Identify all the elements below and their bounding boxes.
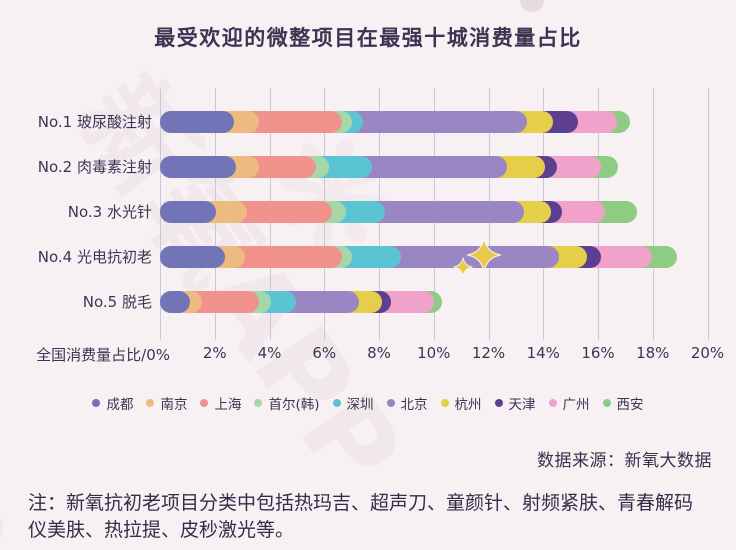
legend-dot-icon bbox=[332, 399, 341, 407]
x-tick-label: 14% bbox=[526, 344, 560, 362]
legend-item: 天津 bbox=[494, 393, 536, 413]
row-label: No.5 脱毛 bbox=[82, 293, 152, 311]
legend-item: 上海 bbox=[200, 393, 241, 413]
legend-label: 成都 bbox=[106, 397, 134, 413]
stacked-bar bbox=[160, 291, 708, 313]
stacked-bar bbox=[160, 246, 708, 268]
row-label: No.3 水光针 bbox=[67, 203, 152, 221]
legend-label: 西安 bbox=[616, 397, 644, 413]
legend-dot-icon bbox=[92, 399, 101, 407]
legend-label: 首尔(韩) bbox=[268, 397, 320, 413]
legend-dot-icon bbox=[386, 399, 395, 407]
footnote-line-2: 仪美肤、热拉提、皮秒激光等。 bbox=[28, 519, 295, 541]
footnote-line-1: 注：新氧抗初老项目分类中包括热玛吉、超声刀、童颜针、射频紧肤、青春解码 bbox=[28, 492, 694, 514]
legend-dot-icon bbox=[440, 399, 449, 407]
bar-segment-成都 bbox=[160, 201, 216, 223]
data-source-note: 数据来源：新氧大数据 bbox=[537, 451, 712, 471]
gridline bbox=[652, 88, 654, 340]
legend-label: 南京 bbox=[160, 397, 188, 413]
stacked-bar bbox=[160, 201, 708, 223]
gridline bbox=[707, 88, 709, 340]
stacked-bar bbox=[160, 156, 708, 178]
x-tick-label: 10% bbox=[417, 344, 451, 362]
legend-label: 北京 bbox=[400, 397, 428, 413]
legend-dot-icon bbox=[146, 399, 155, 407]
row-label: No.4 光电抗初老 bbox=[37, 248, 152, 266]
legend-item: 西安 bbox=[602, 393, 644, 413]
bar-segment-成都 bbox=[160, 156, 236, 178]
x-tick-label: 20% bbox=[690, 344, 725, 362]
footnote: 注：新氧抗初老项目分类中包括热玛吉、超声刀、童颜针、射频紧肤、青春解码 仪美肤、… bbox=[28, 490, 693, 544]
legend-item: 南京 bbox=[146, 393, 187, 413]
bar-segment-成都 bbox=[160, 111, 234, 133]
legend-label: 杭州 bbox=[454, 397, 482, 413]
sparkle-large-star bbox=[466, 237, 502, 273]
legend-label: 深圳 bbox=[346, 397, 374, 413]
bar-segment-成都 bbox=[160, 246, 226, 268]
row-label: No.1 玻尿酸注射 bbox=[37, 113, 152, 131]
x-tick-label: 16% bbox=[581, 344, 615, 362]
x-tick-label: 12% bbox=[471, 344, 506, 362]
x-tick-label: 8% bbox=[367, 344, 391, 362]
legend-item: 首尔(韩) bbox=[254, 393, 320, 413]
legend-label: 天津 bbox=[508, 397, 536, 413]
chart-legend: 成都 南京 上海 首尔(韩) 深圳 北京 杭州 天津 广州 西安 bbox=[0, 393, 736, 413]
stacked-bar bbox=[160, 111, 708, 133]
legend-label: 广州 bbox=[562, 397, 590, 413]
watermark-blob bbox=[520, 0, 544, 12]
legend-item: 成都 bbox=[92, 393, 133, 413]
x-axis-label: 全国消费量占比/0% bbox=[36, 346, 170, 364]
legend-dot-icon bbox=[494, 399, 503, 407]
sparkle-small-star bbox=[453, 257, 473, 277]
x-tick-label: 18% bbox=[636, 344, 670, 362]
row-label: No.2 肉毒素注射 bbox=[37, 158, 152, 176]
x-tick-label: 4% bbox=[257, 344, 282, 362]
legend-item: 杭州 bbox=[440, 393, 482, 413]
x-tick-label: 2% bbox=[202, 344, 227, 362]
legend-dot-icon bbox=[548, 399, 557, 407]
legend-dot-icon bbox=[254, 399, 263, 407]
legend-item: 深圳 bbox=[332, 393, 374, 413]
bar-segment-成都 bbox=[160, 291, 191, 313]
legend-label: 上海 bbox=[214, 397, 242, 413]
legend-item: 广州 bbox=[548, 393, 590, 413]
sparkle-icon bbox=[453, 237, 502, 277]
legend-dot-icon bbox=[602, 399, 611, 407]
chart-title: 最受欢迎的微整项目在最强十城消费量占比 bbox=[154, 26, 582, 50]
legend-dot-icon bbox=[200, 399, 209, 407]
x-tick-label: 6% bbox=[312, 344, 337, 362]
legend-item: 北京 bbox=[386, 393, 428, 413]
